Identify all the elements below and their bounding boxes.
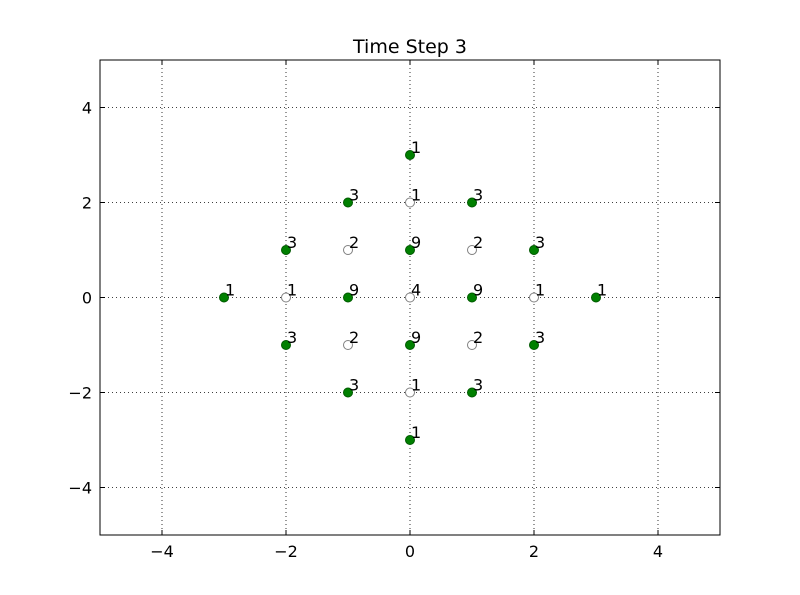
point-label: 1 <box>411 376 421 395</box>
point <box>467 292 477 303</box>
x-tick-label: −4 <box>150 542 174 561</box>
y-tick-label: 4 <box>82 99 92 118</box>
point <box>467 387 477 398</box>
point <box>405 197 415 208</box>
point-label: 2 <box>349 233 359 252</box>
y-tick-label: −4 <box>68 479 92 498</box>
point-label: 3 <box>349 376 359 395</box>
point <box>343 340 353 350</box>
point <box>591 292 601 303</box>
point-label: 1 <box>411 138 421 157</box>
x-tick-label: 2 <box>529 542 539 561</box>
y-tick-label: 2 <box>82 194 92 213</box>
point-label: 1 <box>411 423 421 442</box>
y-tick-label: −2 <box>68 384 92 403</box>
point <box>343 387 353 398</box>
point <box>281 245 291 255</box>
point-label: 3 <box>535 233 545 252</box>
point <box>529 292 539 303</box>
chart-title: Time Step 3 <box>352 36 467 58</box>
point-label: 3 <box>287 328 297 347</box>
point-label: 1 <box>535 281 545 300</box>
y-tick-label: 0 <box>82 289 92 308</box>
point-label: 4 <box>411 281 421 300</box>
point <box>281 292 291 303</box>
point <box>405 245 415 255</box>
x-tick-label: −2 <box>274 542 298 561</box>
point-label: 9 <box>411 328 421 347</box>
point <box>405 435 415 445</box>
point-label: 1 <box>225 281 235 300</box>
point-label: 1 <box>411 186 421 205</box>
point <box>405 150 415 160</box>
point <box>405 292 415 303</box>
point-label: 2 <box>349 328 359 347</box>
point-label: 1 <box>597 281 607 300</box>
point <box>343 245 353 255</box>
point <box>467 197 477 208</box>
point-label: 9 <box>411 233 421 252</box>
point-label: 2 <box>473 233 483 252</box>
point <box>529 245 539 255</box>
point <box>467 340 477 350</box>
point-label: 1 <box>287 281 297 300</box>
point-label: 2 <box>473 328 483 347</box>
point-label: 3 <box>349 186 359 205</box>
point <box>219 292 229 303</box>
point-label: 3 <box>473 186 483 205</box>
point-label: 3 <box>535 328 545 347</box>
plot-frame <box>99 59 721 536</box>
point <box>343 197 353 208</box>
point <box>405 387 415 398</box>
point <box>467 245 477 255</box>
x-tick-label: 4 <box>653 542 663 561</box>
point <box>405 340 415 350</box>
point-label: 9 <box>349 281 359 300</box>
point <box>281 340 291 350</box>
x-tick-label: 0 <box>405 542 415 561</box>
point <box>529 340 539 350</box>
point-label: 9 <box>473 281 483 300</box>
point <box>343 292 353 303</box>
point-label: 3 <box>287 233 297 252</box>
point-label: 3 <box>473 376 483 395</box>
